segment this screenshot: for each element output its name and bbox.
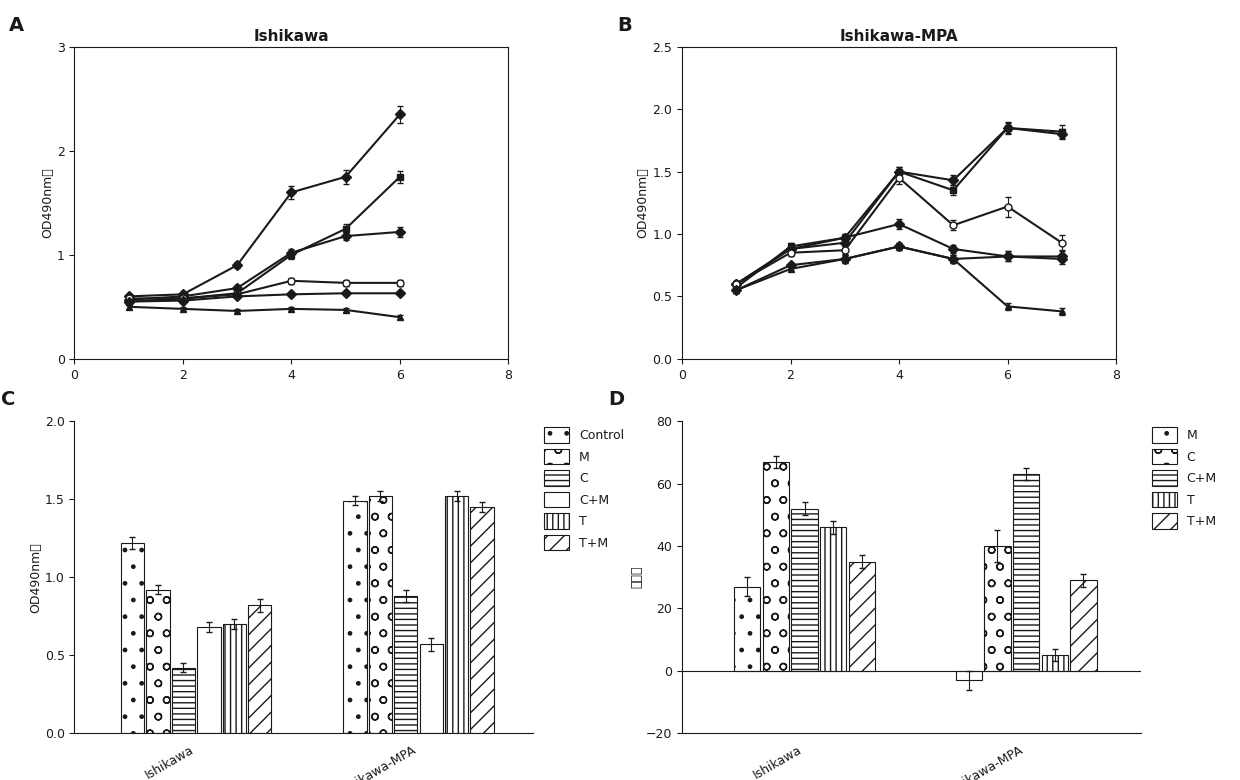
Bar — [985, 546, 1011, 671]
Y-axis label: 抑制率: 抑制率 — [630, 566, 644, 588]
Bar — [1042, 655, 1068, 671]
Text: A: A — [9, 16, 25, 34]
Bar — [956, 671, 982, 680]
Bar — [222, 624, 246, 733]
Text: D: D — [609, 390, 625, 409]
Bar — [763, 462, 789, 671]
Y-axis label: OD490nm値: OD490nm値 — [29, 542, 42, 612]
Bar — [1070, 580, 1096, 671]
Bar — [248, 605, 272, 733]
Bar — [171, 668, 195, 733]
Text: B: B — [618, 16, 631, 34]
Y-axis label: OD490nm値: OD490nm値 — [41, 168, 53, 238]
Legend: M, C, C+M, T, T+M: M, C, C+M, T, T+M — [1152, 427, 1216, 529]
Bar — [197, 627, 221, 733]
Legend: Control, M, C, C+M, T, T+M: Control, M, C, C+M, T, T+M — [544, 427, 624, 550]
Bar — [445, 496, 469, 733]
Bar — [734, 587, 760, 671]
Bar — [848, 562, 875, 671]
Bar — [146, 590, 170, 733]
Bar — [820, 527, 847, 671]
Title: Ishikawa: Ishikawa — [254, 29, 329, 44]
Bar — [394, 596, 418, 733]
Text: C: C — [1, 390, 15, 409]
Bar — [343, 501, 367, 733]
Bar — [470, 507, 494, 733]
Bar — [120, 543, 144, 733]
Bar — [1013, 474, 1039, 671]
Bar — [368, 496, 392, 733]
Bar — [791, 509, 817, 671]
Y-axis label: OD490nm値: OD490nm値 — [636, 168, 650, 238]
Bar — [419, 644, 443, 733]
Title: Ishikawa-MPA: Ishikawa-MPA — [839, 29, 959, 44]
